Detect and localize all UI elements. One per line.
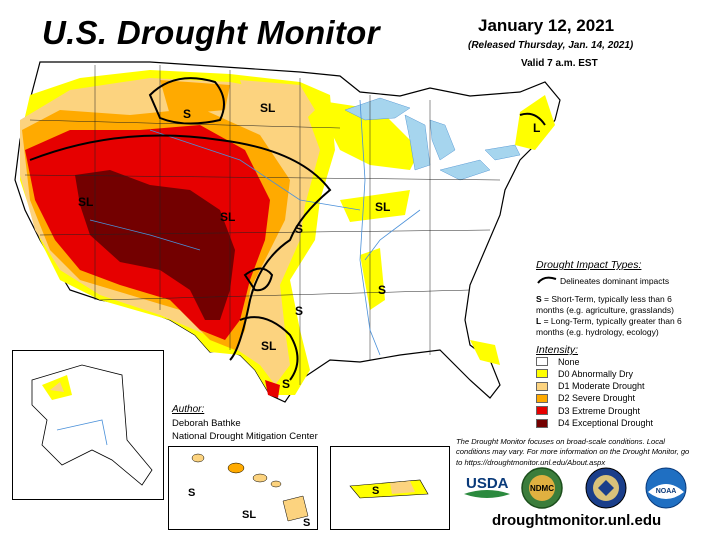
label-ne-l: L xyxy=(533,121,540,135)
author-title: Author: xyxy=(172,404,205,415)
label-miss-s: S xyxy=(378,283,386,297)
label-texas-s: S xyxy=(295,304,303,318)
impact-line-icon xyxy=(537,276,557,284)
intensity-legend-row: D1 Moderate Drought xyxy=(536,381,645,392)
disclaimer-text: The Drought Monitor focuses on broad-sca… xyxy=(456,437,690,467)
release-date: (Released Thursday, Jan. 14, 2021) xyxy=(468,40,634,51)
intensity-label: D4 Exceptional Drought xyxy=(558,418,654,428)
label-nevada-sl: SL xyxy=(78,195,93,209)
usda-logo-text: USDA xyxy=(466,475,509,492)
intensity-legend-row: None xyxy=(536,356,580,367)
label-hawaii-sl: SL xyxy=(242,509,256,521)
noaa-logo: NOAA xyxy=(645,467,687,509)
ndmc-logo: NDMC xyxy=(521,467,563,509)
intensity-label: D0 Abnormally Dry xyxy=(558,368,634,379)
intensity-legend-row: D2 Severe Drought xyxy=(536,393,635,404)
l-key: L xyxy=(536,316,542,326)
d0-florida xyxy=(470,340,500,365)
map-title: U.S. Drought Monitor xyxy=(42,14,380,51)
intensity-label: D2 Severe Drought xyxy=(558,393,636,404)
d0-northeast xyxy=(315,100,420,170)
label-dakota-sl: SL xyxy=(260,101,275,115)
intensity-label: D3 Extreme Drought xyxy=(558,405,641,416)
s-desc: = Short-Term, typically less than 6 mont… xyxy=(536,294,674,315)
intensity-legend-row: D3 Extreme Drought xyxy=(536,405,640,416)
intensity-swatch xyxy=(536,381,548,391)
label-colorado-sl: SL xyxy=(220,210,235,224)
intensity-swatch xyxy=(536,393,548,403)
usda-logo: USDA xyxy=(464,475,510,498)
alaska-inset xyxy=(12,350,164,500)
d1-north-central xyxy=(240,80,315,125)
author-org: National Drought Mitigation Center xyxy=(172,431,318,442)
d4-four-corners xyxy=(75,170,235,320)
intensity-legend-row: D0 Abnormally Dry xyxy=(536,368,633,379)
d0-south xyxy=(360,248,385,310)
great-lakes xyxy=(344,97,521,181)
doc-seal-logo xyxy=(585,467,627,509)
label-kansas-s: S xyxy=(295,222,303,236)
author-name: Deborah Bathke xyxy=(172,418,241,429)
noaa-logo-text: NOAA xyxy=(656,488,677,495)
d3-texas-coast xyxy=(265,380,280,398)
ndmc-logo-text: NDMC xyxy=(530,484,554,493)
puerto-rico-inset: S xyxy=(330,446,450,530)
label-hawaii-s2: S xyxy=(303,517,310,529)
d0-mid xyxy=(340,190,410,222)
impact-line-desc: Delineates dominant impacts xyxy=(560,276,670,286)
impact-long-term: L = Long-Term, typically greater than 6 … xyxy=(536,316,696,337)
intensity-swatch xyxy=(536,406,548,416)
intensity-legend-row: D4 Exceptional Drought xyxy=(536,418,653,429)
label-pr-s: S xyxy=(372,485,379,497)
intensity-label: D1 Moderate Drought xyxy=(558,381,645,392)
label-illinois-sl: SL xyxy=(375,200,390,214)
intensity-title: Intensity: xyxy=(536,344,579,356)
hawaii-inset: S SL S xyxy=(168,446,318,530)
l-desc: = Long-Term, typically greater than 6 mo… xyxy=(536,316,682,337)
site-url[interactable]: droughtmonitor.unl.edu xyxy=(492,512,662,529)
intensity-swatch xyxy=(536,357,548,366)
impact-lines xyxy=(29,77,546,381)
valid-time: Valid 7 a.m. EST xyxy=(521,58,598,69)
d0-new-england xyxy=(515,95,555,150)
label-montana-s: S xyxy=(183,107,191,121)
map-date: January 12, 2021 xyxy=(478,16,615,35)
label-texas-coast-s: S xyxy=(282,377,290,391)
label-texas-sl: SL xyxy=(261,339,276,353)
d2-montana xyxy=(160,80,230,115)
intensity-label: None xyxy=(558,356,580,367)
impact-short-term: S = Short-Term, typically less than 6 mo… xyxy=(536,294,696,315)
intensity-swatch xyxy=(536,418,548,428)
state-lines xyxy=(24,65,501,385)
label-hawaii-s: S xyxy=(188,487,195,499)
impact-types-title: Drought Impact Types: xyxy=(536,259,642,271)
intensity-swatch xyxy=(536,369,548,379)
rivers xyxy=(89,99,421,356)
s-key: S xyxy=(536,294,542,304)
